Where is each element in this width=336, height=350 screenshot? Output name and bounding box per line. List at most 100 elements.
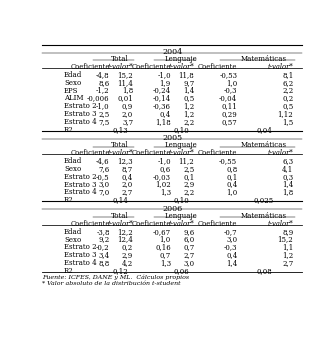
Text: Estrato 4: Estrato 4	[64, 118, 97, 126]
Text: 0,13: 0,13	[112, 126, 128, 134]
Text: 0,4: 0,4	[226, 181, 237, 189]
Text: t-valor*: t-valor*	[108, 149, 133, 157]
Text: -1,0: -1,0	[96, 102, 110, 110]
Text: Edad: Edad	[64, 228, 82, 236]
Text: 8,7: 8,7	[122, 165, 133, 173]
Text: 2,5: 2,5	[183, 165, 194, 173]
Text: Estrato 2: Estrato 2	[64, 243, 97, 251]
Text: 0,57: 0,57	[221, 118, 237, 126]
Text: 11,2: 11,2	[179, 157, 194, 165]
Text: 0,08: 0,08	[256, 267, 272, 275]
Text: -4,6: -4,6	[96, 157, 110, 165]
Text: 2006: 2006	[162, 204, 182, 212]
Text: EPS: EPS	[64, 86, 79, 95]
Text: 9,2: 9,2	[98, 236, 110, 244]
Text: Estrato 4: Estrato 4	[64, 259, 97, 267]
Text: 8,8: 8,8	[98, 259, 110, 267]
Text: t-valor*: t-valor*	[267, 220, 293, 228]
Text: 1,0: 1,0	[160, 236, 171, 244]
Text: 1,4: 1,4	[226, 259, 237, 267]
Text: 2,2: 2,2	[282, 86, 293, 95]
Text: 2,2: 2,2	[183, 118, 194, 126]
Text: 11,4: 11,4	[117, 79, 133, 87]
Text: Total: Total	[111, 55, 129, 63]
Text: Estrato 2: Estrato 2	[64, 173, 97, 181]
Text: Coeficiente: Coeficiente	[198, 63, 237, 71]
Text: Estrato 4: Estrato 4	[64, 189, 97, 196]
Text: 3,0: 3,0	[226, 236, 237, 244]
Text: 0,6: 0,6	[160, 165, 171, 173]
Text: 8,1: 8,1	[282, 71, 293, 79]
Text: 4,2: 4,2	[122, 259, 133, 267]
Text: 0,11: 0,11	[221, 102, 237, 110]
Text: -0,7: -0,7	[224, 228, 237, 236]
Text: Coeficiente: Coeficiente	[70, 220, 110, 228]
Text: 1,2: 1,2	[282, 251, 293, 259]
Text: 0,5: 0,5	[282, 102, 293, 110]
Text: 3,7: 3,7	[122, 118, 133, 126]
Text: 11,8: 11,8	[179, 71, 194, 79]
Text: 6,3: 6,3	[282, 157, 293, 165]
Text: 2004: 2004	[162, 48, 182, 56]
Text: 1,0: 1,0	[226, 189, 237, 196]
Text: -1,0: -1,0	[157, 157, 171, 165]
Text: Coeficiente: Coeficiente	[70, 63, 110, 71]
Text: 1,9: 1,9	[160, 79, 171, 87]
Text: -0,36: -0,36	[153, 102, 171, 110]
Text: 0,5: 0,5	[183, 94, 194, 103]
Text: Coeficiente: Coeficiente	[131, 63, 171, 71]
Text: 8,6: 8,6	[98, 79, 110, 87]
Text: Lenguaje: Lenguaje	[165, 141, 198, 149]
Text: 1,2: 1,2	[183, 102, 194, 110]
Text: Edad: Edad	[64, 71, 82, 79]
Text: 15,2: 15,2	[117, 71, 133, 79]
Text: Sexo: Sexo	[64, 236, 81, 244]
Text: t-valor*: t-valor*	[267, 63, 293, 71]
Text: 0,4: 0,4	[122, 173, 133, 181]
Text: ALIM: ALIM	[64, 94, 84, 103]
Text: 2,7: 2,7	[122, 189, 133, 196]
Text: -0,24: -0,24	[153, 86, 171, 95]
Text: -4,8: -4,8	[96, 71, 110, 79]
Text: Coeficiente: Coeficiente	[198, 220, 237, 228]
Text: 7,5: 7,5	[98, 118, 110, 126]
Text: Estrato 3: Estrato 3	[64, 110, 97, 118]
Text: 0,7: 0,7	[183, 243, 194, 251]
Text: 0,1: 0,1	[183, 173, 194, 181]
Text: Matemáticas: Matemáticas	[241, 141, 287, 149]
Text: 12,4: 12,4	[117, 236, 133, 244]
Text: Fuente: ICFES, DANE y ML.  Cálculos propios: Fuente: ICFES, DANE y ML. Cálculos propi…	[42, 275, 189, 280]
Text: Matemáticas: Matemáticas	[241, 55, 287, 63]
Text: 1,18: 1,18	[155, 118, 171, 126]
Text: Edad: Edad	[64, 157, 82, 165]
Text: 2,0: 2,0	[122, 110, 133, 118]
Text: t-valor*: t-valor*	[267, 149, 293, 157]
Text: 15,2: 15,2	[278, 236, 293, 244]
Text: 9,7: 9,7	[183, 79, 194, 87]
Text: 6,0: 6,0	[183, 236, 194, 244]
Text: 2,7: 2,7	[183, 251, 194, 259]
Text: -0,2: -0,2	[96, 243, 110, 251]
Text: 0,7: 0,7	[160, 251, 171, 259]
Text: -1,0: -1,0	[157, 71, 171, 79]
Text: 9,6: 9,6	[183, 228, 194, 236]
Text: Coeficiente: Coeficiente	[70, 149, 110, 157]
Text: 2,9: 2,9	[183, 181, 194, 189]
Text: 1,3: 1,3	[160, 259, 171, 267]
Text: 0,2: 0,2	[122, 243, 133, 251]
Text: 2,0: 2,0	[122, 181, 133, 189]
Text: 2,5: 2,5	[98, 110, 110, 118]
Text: -0,55: -0,55	[219, 157, 237, 165]
Text: 1,5: 1,5	[282, 118, 293, 126]
Text: -0,3: -0,3	[224, 86, 237, 95]
Text: 1,4: 1,4	[183, 86, 194, 95]
Text: * Valor absoluto de la distribución t-student: * Valor absoluto de la distribución t-st…	[42, 281, 181, 286]
Text: -0,5: -0,5	[96, 173, 110, 181]
Text: -0,53: -0,53	[219, 71, 237, 79]
Text: t-valor*: t-valor*	[169, 63, 194, 71]
Text: 0,10: 0,10	[173, 196, 189, 204]
Text: 2,2: 2,2	[183, 189, 194, 196]
Text: Lenguaje: Lenguaje	[165, 212, 198, 220]
Text: 3,0: 3,0	[183, 259, 194, 267]
Text: Coeficiente: Coeficiente	[198, 149, 237, 157]
